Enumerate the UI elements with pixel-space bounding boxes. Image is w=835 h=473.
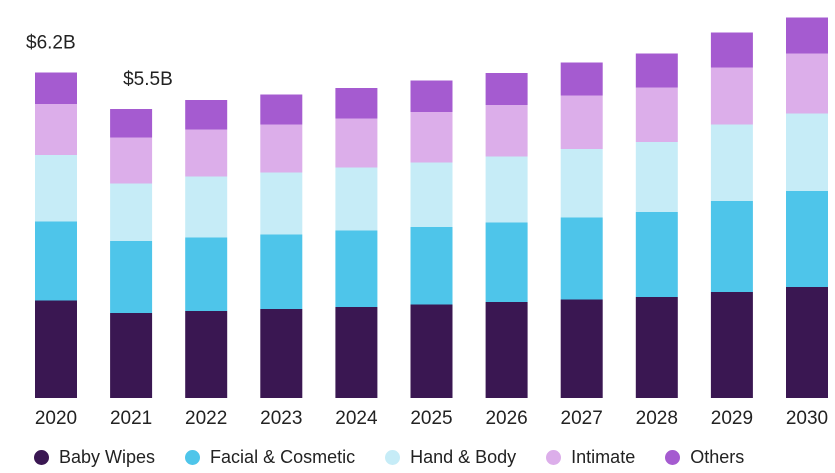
bar-hand-body-2027 bbox=[561, 149, 603, 218]
bar-baby-wipes-2030 bbox=[786, 287, 828, 398]
legend-label: Baby Wipes bbox=[59, 447, 155, 468]
bar-baby-wipes-2027 bbox=[561, 300, 603, 399]
legend-swatch bbox=[385, 450, 400, 465]
bar-hand-body-2020 bbox=[35, 155, 77, 222]
bar-others-2020 bbox=[35, 73, 77, 105]
bar-intimate-2020 bbox=[35, 104, 77, 155]
bar-facial-cosmetic-2028 bbox=[636, 212, 678, 297]
bar-facial-cosmetic-2024 bbox=[335, 231, 377, 308]
legend: Baby Wipes Facial & Cosmetic Hand & Body In… bbox=[34, 447, 744, 468]
bar-intimate-2023 bbox=[260, 125, 302, 173]
bar-others-2024 bbox=[335, 88, 377, 119]
x-tick-label-2021: 2021 bbox=[110, 408, 152, 429]
bar-facial-cosmetic-2030 bbox=[786, 191, 828, 287]
x-tick-label-2025: 2025 bbox=[410, 408, 452, 429]
x-tick-label-2020: 2020 bbox=[35, 408, 77, 429]
bar-others-2028 bbox=[636, 54, 678, 88]
bar-others-2026 bbox=[486, 73, 528, 105]
legend-item-baby-wipes: Baby Wipes bbox=[34, 447, 155, 468]
x-tick-label-2023: 2023 bbox=[260, 408, 302, 429]
bar-hand-body-2025 bbox=[411, 163, 453, 228]
bar-facial-cosmetic-2020 bbox=[35, 222, 77, 301]
bar-intimate-2025 bbox=[411, 112, 453, 163]
bar-baby-wipes-2028 bbox=[636, 297, 678, 398]
legend-swatch bbox=[665, 450, 680, 465]
legend-label: Intimate bbox=[571, 447, 635, 468]
bar-baby-wipes-2023 bbox=[260, 309, 302, 398]
bar-baby-wipes-2020 bbox=[35, 301, 77, 399]
bar-hand-body-2023 bbox=[260, 173, 302, 235]
x-tick-label-2024: 2024 bbox=[335, 408, 378, 429]
x-tick-label-2022: 2022 bbox=[185, 408, 227, 429]
bar-others-2023 bbox=[260, 95, 302, 125]
bar-intimate-2022 bbox=[185, 130, 227, 177]
x-tick-label-2029: 2029 bbox=[711, 408, 753, 429]
bar-facial-cosmetic-2029 bbox=[711, 201, 753, 292]
bar-baby-wipes-2025 bbox=[411, 305, 453, 399]
bar-baby-wipes-2026 bbox=[486, 302, 528, 398]
bar-baby-wipes-2024 bbox=[335, 307, 377, 398]
bar-others-2022 bbox=[185, 100, 227, 130]
bar-baby-wipes-2022 bbox=[185, 311, 227, 398]
bar-others-2025 bbox=[411, 81, 453, 113]
bar-facial-cosmetic-2025 bbox=[411, 227, 453, 305]
bar-hand-body-2026 bbox=[486, 157, 528, 223]
bar-intimate-2029 bbox=[711, 68, 753, 125]
legend-item-facial-cosmetic: Facial & Cosmetic bbox=[185, 447, 355, 468]
data-label-2020: $6.2B bbox=[26, 33, 76, 54]
bar-intimate-2026 bbox=[486, 105, 528, 157]
bar-hand-body-2030 bbox=[786, 114, 828, 192]
bar-baby-wipes-2021 bbox=[110, 313, 152, 398]
bar-others-2021 bbox=[110, 109, 152, 138]
bar-intimate-2027 bbox=[561, 96, 603, 150]
bar-facial-cosmetic-2021 bbox=[110, 241, 152, 313]
legend-label: Facial & Cosmetic bbox=[210, 447, 355, 468]
bar-intimate-2021 bbox=[110, 138, 152, 184]
legend-item-others: Others bbox=[665, 447, 744, 468]
legend-swatch bbox=[185, 450, 200, 465]
bar-intimate-2028 bbox=[636, 88, 678, 143]
data-label-2021: $5.5B bbox=[123, 69, 173, 90]
x-tick-label-2030: 2030 bbox=[786, 408, 828, 429]
bar-hand-body-2021 bbox=[110, 184, 152, 242]
x-tick-labels: 2020 2021 2022 2023 2024 2025 2026 2027 2028 2029… bbox=[35, 408, 828, 429]
bar-others-2029 bbox=[711, 33, 753, 68]
bar-hand-body-2024 bbox=[335, 168, 377, 231]
bar-hand-body-2029 bbox=[711, 125, 753, 202]
legend-swatch bbox=[34, 450, 49, 465]
legend-swatch bbox=[546, 450, 561, 465]
x-tick-label-2026: 2026 bbox=[485, 408, 527, 429]
bar-baby-wipes-2029 bbox=[711, 292, 753, 398]
bar-others-2030 bbox=[786, 18, 828, 54]
bar-facial-cosmetic-2026 bbox=[486, 223, 528, 303]
bar-facial-cosmetic-2023 bbox=[260, 235, 302, 310]
x-tick-label-2027: 2027 bbox=[561, 408, 603, 429]
bar-hand-body-2022 bbox=[185, 177, 227, 238]
bar-intimate-2030 bbox=[786, 54, 828, 114]
bar-hand-body-2028 bbox=[636, 142, 678, 212]
legend-item-hand-body: Hand & Body bbox=[385, 447, 516, 468]
legend-label: Others bbox=[690, 447, 744, 468]
x-tick-label-2028: 2028 bbox=[636, 408, 678, 429]
bar-intimate-2024 bbox=[335, 119, 377, 168]
bar-facial-cosmetic-2022 bbox=[185, 238, 227, 312]
bar-others-2027 bbox=[561, 63, 603, 96]
legend-label: Hand & Body bbox=[410, 447, 516, 468]
legend-item-intimate: Intimate bbox=[546, 447, 635, 468]
bar-facial-cosmetic-2027 bbox=[561, 218, 603, 300]
